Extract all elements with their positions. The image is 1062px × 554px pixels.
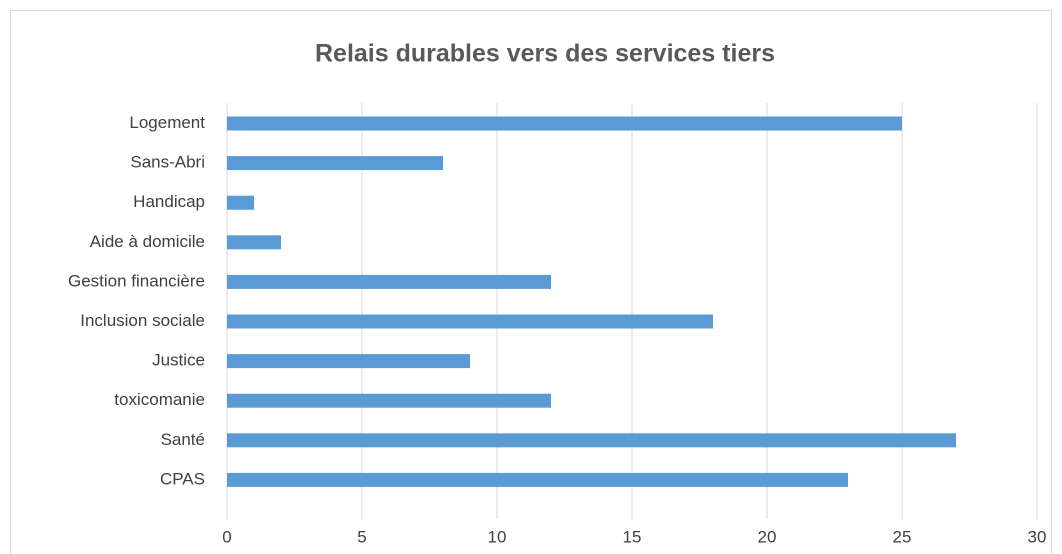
y-tick-label: CPAS xyxy=(160,469,205,488)
bar xyxy=(227,433,956,448)
bar xyxy=(227,116,902,131)
bar xyxy=(227,354,470,369)
y-tick-label: Sans-Abri xyxy=(130,153,205,172)
x-tick-label: 0 xyxy=(222,527,231,546)
bar xyxy=(227,393,551,408)
x-tick-label: 5 xyxy=(357,527,366,546)
bar xyxy=(227,235,281,250)
y-tick-label: Logement xyxy=(129,113,205,132)
y-tick-label: Justice xyxy=(152,351,205,370)
y-tick-label: Gestion financière xyxy=(68,271,205,290)
bar xyxy=(227,472,848,487)
y-tick-label: Inclusion sociale xyxy=(80,311,205,330)
x-tick-label: 20 xyxy=(758,527,777,546)
y-tick-label: toxicomanie xyxy=(114,390,205,409)
bar xyxy=(227,314,713,329)
y-tick-label: Santé xyxy=(161,430,205,449)
x-tick-label: 25 xyxy=(893,527,912,546)
bar xyxy=(227,274,551,289)
chart-title: Relais durables vers des services tiers xyxy=(315,40,775,68)
bar xyxy=(227,156,443,171)
x-tick-label: 10 xyxy=(488,527,507,546)
bar xyxy=(227,195,254,210)
y-tick-label: Handicap xyxy=(133,192,205,211)
x-tick-label: 30 xyxy=(1028,527,1047,546)
x-tick-label: 15 xyxy=(623,527,642,546)
y-tick-label: Aide à domicile xyxy=(90,232,205,251)
